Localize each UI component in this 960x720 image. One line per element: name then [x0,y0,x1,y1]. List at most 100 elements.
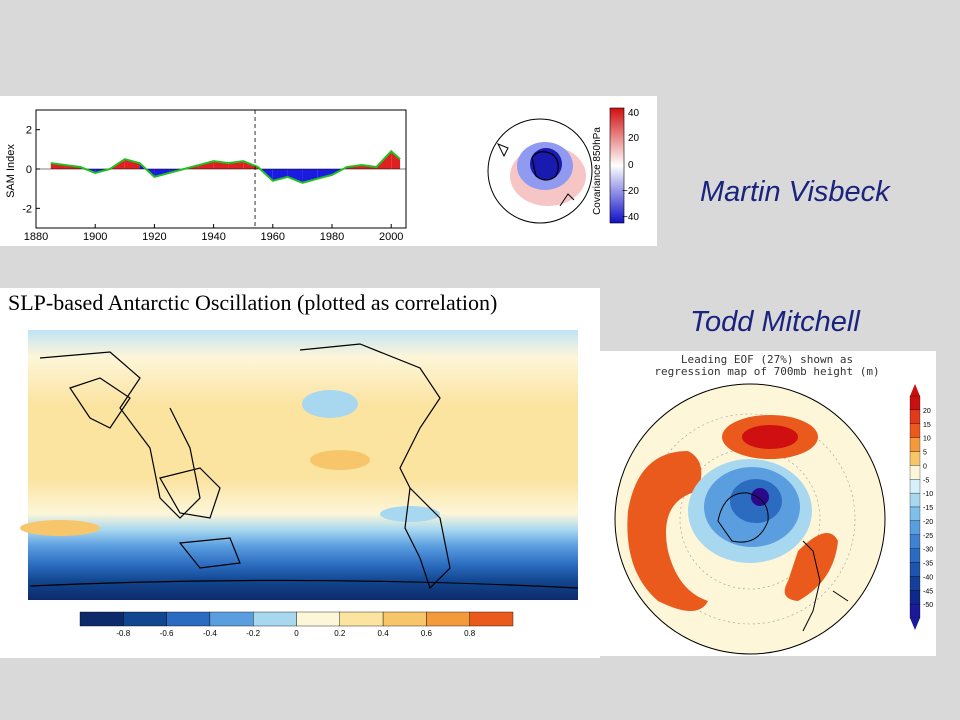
eof-colorbar-band [909,506,921,522]
aao-colorbar-tick: 0.6 [421,629,433,638]
eof-colorbar-tick: -50 [923,602,933,609]
aao-colorbar-tick: 0 [294,629,299,638]
eof-colorbar-tick: -15 [923,505,933,512]
eof-colorbar-band [909,562,921,577]
aao-map-field [28,330,578,600]
eof-colorbar-band [909,534,921,549]
eof-latitude-circle [679,448,821,590]
eof-coastlines [802,540,849,632]
aao-colorbar-band [382,611,427,627]
eof-positive-core-north [742,425,798,449]
sam-area-segment [287,169,303,183]
eof-colorbar-arrow-top [910,384,920,396]
sam-map-coastlines [496,143,575,207]
eof-colorbar-tick: -20 [923,519,933,526]
eof-negative-core [751,488,769,506]
eof-colorbar-band [909,395,921,411]
credit-todd-mitchell: Todd Mitchell [690,306,860,338]
eof-colorbar-tick: -35 [923,561,933,568]
eof-title-line2: regression map of 700mb height (m) [654,365,880,378]
eof-colorbar-band [909,451,921,466]
eof-colorbar-band [909,603,921,619]
sam-area-segment [272,169,288,181]
sam-area-segment [391,151,401,169]
sam-cbar-tick: 20 [628,133,640,144]
sam-index-chart: SAM Index 1880 1900 1920 1940 1960 1980 200020… [5,107,640,243]
eof-colorbar-tick: 15 [923,422,931,429]
eof-colorbar-band [909,492,921,508]
aao-colorbar-band [426,611,470,627]
aao-colorbar-band [252,611,297,627]
sam-x-tick-label: 1960 [261,231,285,243]
aao-coastlines [29,343,579,590]
aao-anomaly-blob [380,506,440,522]
sam-cbar-label: Covariance 850hPa [592,127,603,215]
aao-colorbar-tick: 0.2 [334,629,346,638]
eof-colorbar-bands: 20 15 10 5 0 -5 -10 -15 -20 -25 -30 -35 -40 -45 -50 [909,384,933,630]
sam-area-segment [317,169,332,179]
aao-colorbar-band [469,611,514,627]
sam-x-tick-label: 2000 [379,231,403,243]
aao-colorbar-tick: -0.8 [116,629,130,638]
sam-area-segment [124,159,140,169]
sam-map-negative-core [530,148,562,180]
sam-cbar-tick: 0 [628,160,634,171]
aao-colorbar-band [209,611,254,627]
aao-colorbar-tick: 0.8 [464,629,476,638]
aao-map-chart: -0.8 -0.6 -0.4 -0.2 0 0.2 0.4 0.6 0.8 [20,330,579,638]
eof-colorbar-tick: 0 [923,463,927,470]
eof-colorbar-band [909,576,921,591]
aao-colorbar-tick: -0.6 [160,629,174,638]
aao-colorbar-band [296,611,340,627]
sam-cbar-tick: −20 [622,186,639,197]
sam-x-tick-label: 1920 [142,231,166,243]
eof-polar-chart [614,383,886,655]
sam-x-tick-label: 1880 [24,231,48,243]
aao-colorbar-tick: -0.2 [246,629,260,638]
eof-latitude-circle [644,413,856,625]
eof-colorbar-tick: -45 [923,588,933,595]
aao-anomaly-blob [310,450,370,470]
eof-title-line1: Leading EOF (27%) shown as [680,353,854,366]
sam-colorbar [609,107,625,224]
aao-anomaly-blob [20,520,100,536]
eof-antarctica-outline [717,492,769,543]
aao-map-title: SLP-based Antarctic Oscillation (plotted… [8,290,498,315]
aao-colorbar-band [79,611,124,627]
eof-positive-lobe-west [627,451,708,611]
sam-map-antarctica-outline [531,151,559,181]
sam-cbar-tick: 40 [628,108,640,119]
aao-colorbar-band [166,611,211,627]
sam-x-tick-label: 1900 [83,231,107,243]
eof-colorbar-band [909,409,921,424]
eof-colorbar-band [909,520,921,535]
eof-colorbar-tick: -25 [923,533,933,540]
eof-colorbar-band [909,423,921,438]
eof-colorbar-band [909,548,921,563]
aao-anomaly-blob [302,390,358,418]
sam-y-tick-label: -2 [22,203,32,215]
sam-x-tick-label: 1940 [201,231,225,243]
sam-y-tick-label: 0 [26,164,32,176]
sam-y-tick-label: 2 [26,125,32,137]
eof-colorbar-band [909,465,921,480]
eof-colorbar-arrow-bottom [910,618,920,630]
sam-series [36,110,406,228]
eof-colorbar-tick: -5 [923,477,929,484]
aao-colorbar: -0.8 -0.6 -0.4 -0.2 0 0.2 0.4 0.6 0.8 [79,611,514,638]
eof-colorbar-band [909,437,921,452]
sam-smoothed-line [50,149,401,184]
eof-positive-lobe-east [784,533,838,601]
eof-colorbar-band [909,479,921,494]
eof-colorbar-band [909,590,921,605]
sam-index-panel: SAM Index 1880 1900 1920 1940 1960 1980 2000 2 0… [0,96,657,246]
eof-colorbar-tick: -40 [923,574,933,581]
eof-colorbar-tick: -10 [923,491,933,498]
sam-x-tick-label: 1980 [320,231,344,243]
credit-martin-visbeck: Martin Visbeck [700,176,890,208]
eof-colorbar-tick: -30 [923,547,933,554]
eof-colorbar: 20 15 10 5 0 -5 -10 -15 -20 -25 -30 -35 -40 -45 -50 [909,384,933,630]
eof-map-panel: Leading EOF (27%) shown as regression ma… [598,351,936,656]
sam-ylabel: SAM Index [5,144,17,198]
eof-colorbar-tick: 20 [923,408,931,415]
